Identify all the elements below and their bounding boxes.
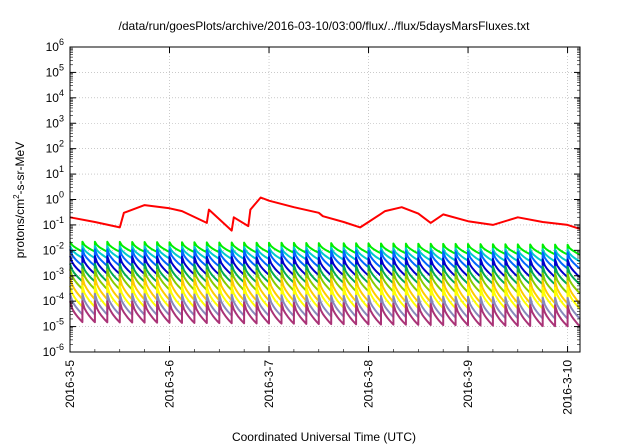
y-tick-label: 10-1	[43, 215, 64, 232]
y-tick-label: 10-4	[43, 291, 64, 308]
y-tick-label: 10-5	[43, 317, 64, 334]
x-axis-label: Coordinated Universal Time (UTC)	[232, 430, 416, 444]
y-tick-label-base: 10	[46, 65, 60, 79]
y-tick-label-exp: -2	[56, 240, 64, 250]
y-tick-label-base: 10	[43, 218, 57, 232]
y-tick-label-base: 10	[46, 142, 60, 156]
y-tick-label-exp: -5	[56, 317, 64, 327]
y-tick-label-exp: 1	[59, 164, 64, 174]
y-tick-label: 102	[46, 139, 64, 156]
y-tick-label-exp: -4	[56, 291, 64, 301]
x-tick-label: 2016-3-6	[163, 360, 177, 408]
y-tick-label-base: 10	[43, 320, 57, 334]
x-tick-label: 2016-3-10	[561, 360, 575, 415]
x-axis-ticks: 2016-3-5 2016-3-6 2016-3-7 2016-3-8 2016-3-9…	[63, 47, 575, 415]
y-axis-label-before: protons/cm	[13, 199, 27, 258]
y-tick-label-exp: 5	[59, 62, 64, 72]
y-tick-label-exp: 2	[59, 139, 64, 149]
y-axis-label: protons/cm2-s-sr-MeV	[12, 142, 27, 258]
y-tick-label-exp: 3	[59, 113, 64, 123]
y-axis-label-after: -s-sr-MeV	[13, 142, 27, 195]
y-tick-label-base: 10	[46, 116, 60, 130]
y-axis-ticks: 10-610-510-410-310-210-11001011021031041…	[43, 37, 580, 359]
y-tick-label-base: 10	[43, 345, 57, 359]
y-tick-label: 103	[46, 113, 64, 130]
y-tick-label-exp: -3	[56, 266, 64, 276]
y-tick-label-base: 10	[43, 294, 57, 308]
series-line-10	[69, 300, 581, 328]
chart-title: /data/run/goesPlots/archive/2016-03-10/0…	[119, 19, 531, 33]
y-tick-label-base: 10	[46, 193, 60, 207]
y-tick-label: 106	[46, 37, 64, 54]
series-line-0	[69, 196, 581, 232]
y-tick-label: 10-6	[43, 342, 64, 359]
y-tick-label: 10-3	[43, 266, 64, 283]
y-tick-label-base: 10	[43, 243, 57, 257]
y-tick-label: 105	[46, 62, 64, 79]
y-tick-label-exp: 6	[59, 37, 64, 47]
y-tick-label-exp: 4	[59, 88, 64, 98]
y-axis-label-sup: 2	[12, 194, 21, 199]
y-tick-label-exp: -6	[56, 342, 64, 352]
y-tick-label: 101	[46, 164, 64, 181]
x-tick-label: 2016-3-7	[262, 360, 276, 408]
x-tick-label: 2016-3-8	[362, 360, 376, 408]
y-tick-label-base: 10	[46, 167, 60, 181]
y-tick-label-exp: -1	[56, 215, 64, 225]
x-tick-label: 2016-3-9	[461, 360, 475, 408]
y-tick-label-base: 10	[43, 269, 57, 283]
y-tick-label-base: 10	[46, 91, 60, 105]
y-tick-label-base: 10	[46, 40, 60, 54]
y-tick-label-exp: 0	[59, 190, 64, 200]
series-layer	[69, 196, 581, 328]
x-tick-label: 2016-3-5	[63, 360, 77, 408]
y-tick-label: 10-2	[43, 240, 64, 257]
y-tick-label: 100	[46, 190, 64, 207]
y-tick-label: 104	[46, 88, 64, 105]
